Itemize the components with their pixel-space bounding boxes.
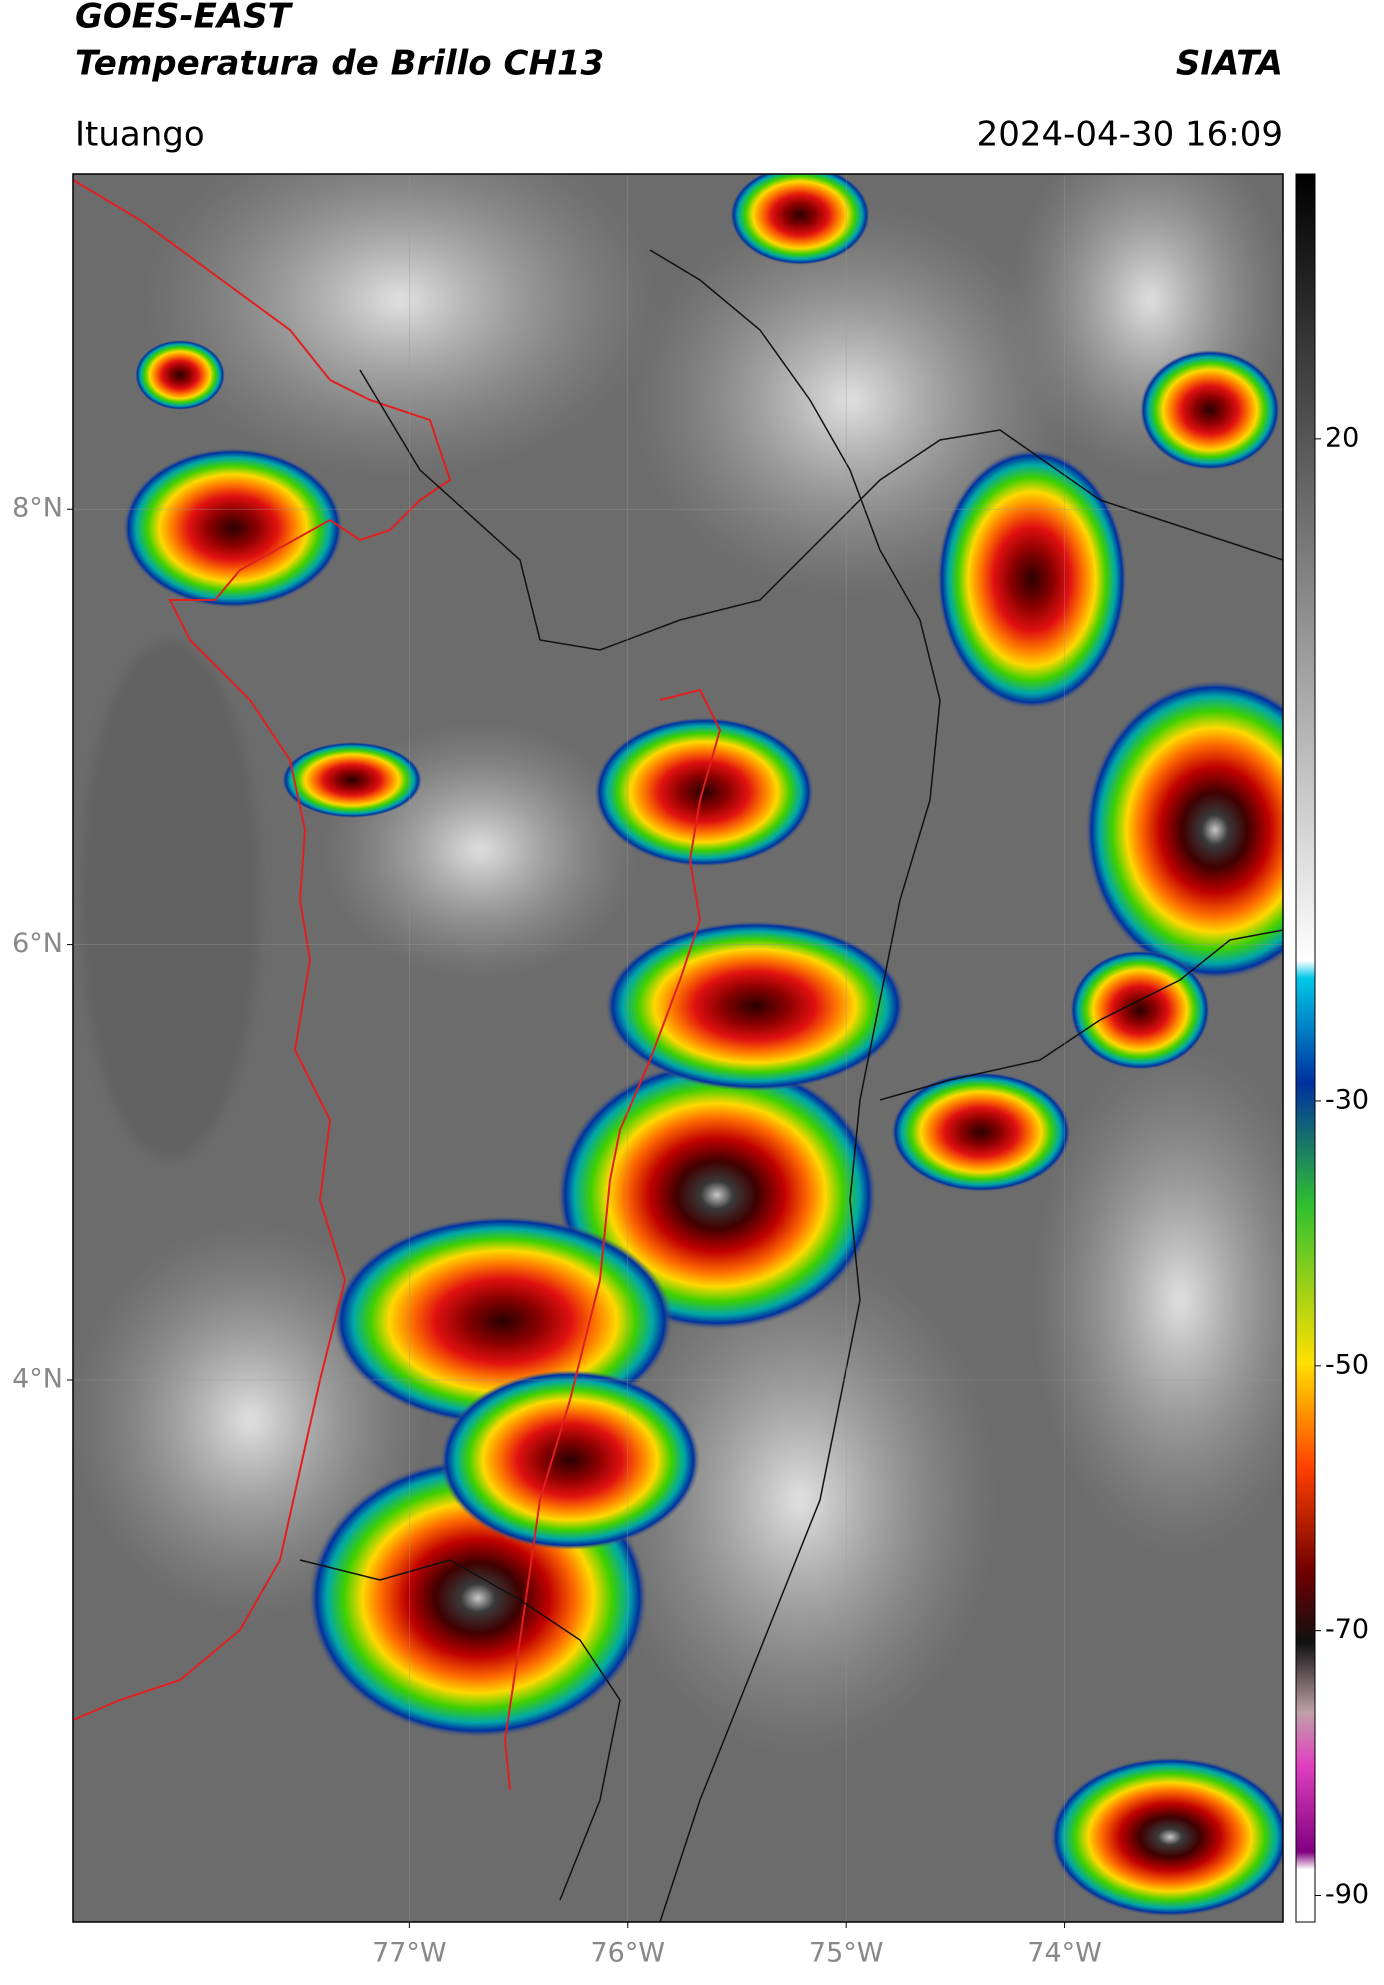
y-tick-label: 8°N: [12, 493, 63, 524]
x-tick-label: 74°W: [1027, 1938, 1102, 1969]
satellite-image: [73, 174, 1283, 1922]
colorbar-tick-label: -70: [1325, 1614, 1369, 1645]
colorbar-tick-label: -90: [1325, 1879, 1369, 1910]
map-frame: [72, 173, 1284, 1923]
location: Ituango: [75, 115, 205, 155]
x-tick-label: 77°W: [372, 1938, 447, 1969]
subtitle: Temperatura de Brillo CH13: [75, 44, 604, 84]
colorbar: [1295, 173, 1316, 1923]
y-tick-label: 4°N: [12, 1363, 63, 1394]
source: SIATA: [1176, 44, 1283, 84]
title: GOES-EAST: [75, 0, 294, 37]
x-tick-label: 76°W: [590, 1938, 665, 1969]
grid: [73, 174, 1283, 1922]
colorbar-tick-label: -30: [1325, 1084, 1369, 1115]
x-tick-label: 75°W: [809, 1938, 884, 1969]
y-tick-label: 6°N: [12, 928, 63, 959]
colorbar-tick-label: 20: [1325, 422, 1359, 453]
datetime: 2024-04-30 16:09: [977, 115, 1283, 155]
colorbar-tick-label: -50: [1325, 1349, 1369, 1380]
